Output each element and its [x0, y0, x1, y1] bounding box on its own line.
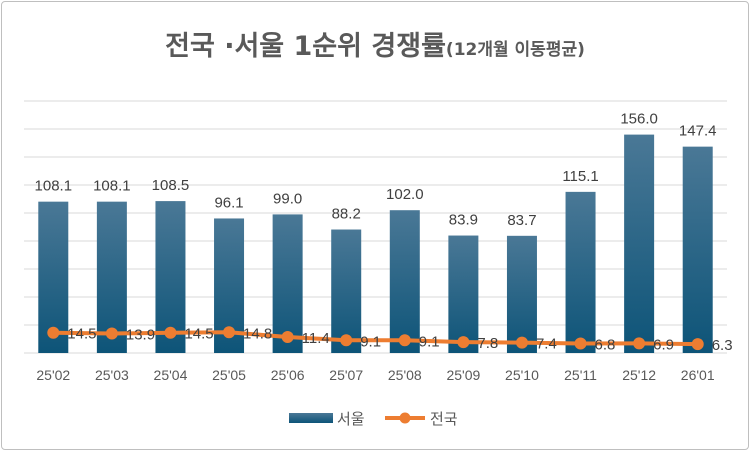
line-label: 6.8: [595, 336, 616, 353]
line-label: 14.5: [67, 326, 96, 343]
point-national: [515, 336, 528, 349]
x-tick-label: 25'10: [505, 367, 539, 383]
line-label: 11.4: [302, 330, 330, 347]
bar-seoul: [448, 235, 479, 353]
bar-label: 156.0: [620, 111, 658, 128]
bar-label: 115.1: [562, 168, 598, 185]
bar-label: 108.5: [152, 177, 190, 194]
point-national: [340, 334, 353, 347]
bar-label: 83.9: [449, 212, 478, 229]
bar-seoul: [624, 134, 655, 353]
point-national: [164, 326, 177, 339]
line-label: 6.9: [653, 336, 674, 353]
bar-seoul: [565, 191, 596, 353]
bar-label: 108.1: [35, 178, 73, 195]
legend-label-national: 전국: [430, 411, 458, 428]
x-tick-label: 25'09: [446, 367, 480, 383]
bar-label: 147.4: [679, 123, 717, 140]
line-label: 9.1: [419, 333, 440, 350]
point-national: [457, 336, 470, 349]
bar-label: 102.0: [386, 186, 424, 203]
title-subtitle: (12개월 이동평균): [445, 40, 585, 60]
legend-marker-national: [399, 412, 411, 424]
point-national: [223, 326, 236, 339]
point-national: [691, 338, 704, 351]
x-tick-label: 25'05: [212, 367, 246, 383]
point-national: [281, 331, 294, 344]
x-tick-label: 25'03: [95, 367, 129, 383]
bar-label: 108.1: [93, 178, 131, 195]
x-tick-label: 25'04: [154, 367, 188, 383]
point-national: [633, 337, 646, 350]
legend-label-seoul: 서울: [337, 411, 365, 428]
x-tick-label: 25'02: [36, 367, 70, 383]
x-tick-label: 25'07: [329, 367, 363, 383]
point-national: [47, 326, 60, 339]
line-label: 7.4: [536, 336, 557, 353]
bar-seoul: [506, 235, 537, 353]
x-tick-label: 25'11: [564, 367, 597, 383]
line-label: 13.9: [126, 327, 155, 344]
chart-title: 전국 ·서울 1순위 경쟁률(12개월 이동평균): [0, 24, 750, 63]
bar-seoul: [389, 210, 420, 353]
bar-label: 96.1: [214, 194, 243, 211]
bar-label: 88.2: [332, 206, 361, 223]
line-label: 14.8: [243, 325, 272, 342]
title-main: 전국 ·서울 1순위 경쟁률: [165, 31, 446, 62]
bar-label: 99.0: [273, 190, 302, 207]
point-national: [105, 327, 118, 340]
x-tick-label: 25'12: [622, 367, 656, 383]
line-label: 7.8: [477, 335, 498, 352]
bar-label: 83.7: [507, 212, 536, 229]
point-national: [398, 334, 411, 347]
line-label: 6.3: [712, 337, 733, 354]
x-tick-label: 26'01: [681, 367, 715, 383]
line-national: [53, 330, 698, 347]
legend-swatch-seoul: [289, 413, 333, 423]
bar-seoul: [331, 229, 362, 353]
x-tick-label: 25'08: [388, 367, 422, 383]
point-national: [574, 337, 587, 350]
line-label: 9.1: [360, 333, 381, 350]
x-tick-label: 25'06: [271, 367, 305, 383]
bar-seoul: [682, 146, 713, 353]
bar-seoul: [272, 214, 303, 353]
line-label: 14.5: [184, 326, 213, 343]
